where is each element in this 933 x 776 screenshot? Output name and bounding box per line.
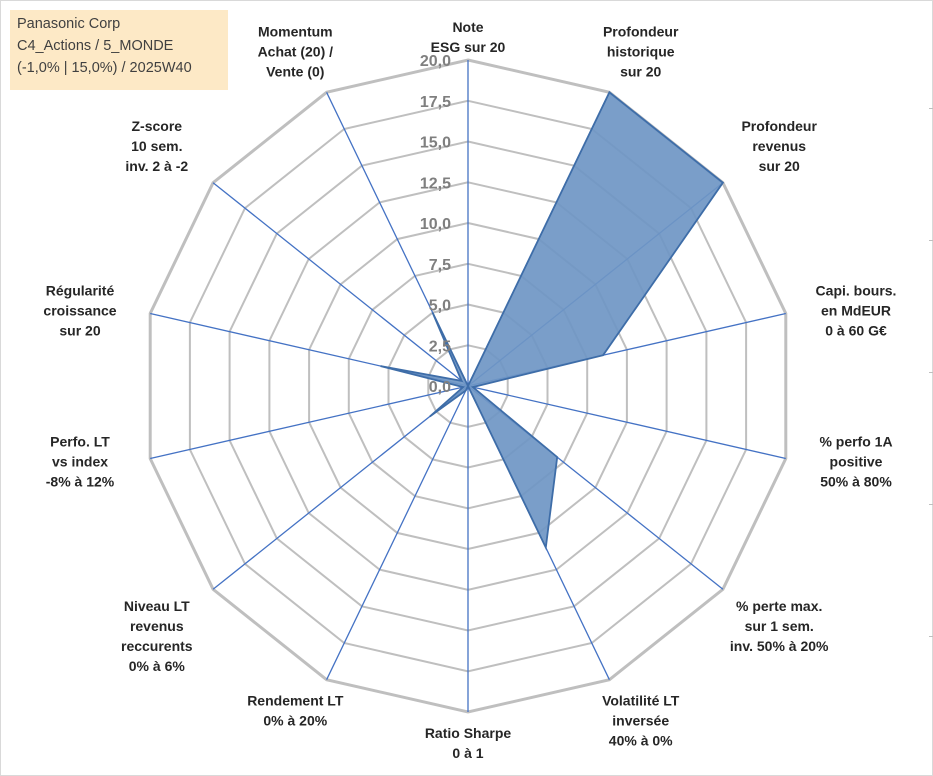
axis-label: Note ESG sur 20 (431, 19, 506, 55)
axis-label-line: 40% à 0% (609, 732, 673, 748)
axis-label: % perte max. sur 1 sem. inv. 50% à 20% (730, 598, 829, 654)
axis-label: Ratio Sharpe 0 à 1 (425, 725, 512, 761)
axis-label-line: Profondeur (603, 24, 679, 40)
axis-label: Niveau LT revenus reccurents 0% à 6% (121, 598, 193, 674)
axis-label: Z-score 10 sem. inv. 2 à -2 (125, 118, 188, 174)
tick-label: 17,5 (420, 94, 451, 111)
axis-label-line: croissance (43, 302, 116, 318)
right-edge-ticks (929, 0, 933, 776)
axis-label-line: Z-score (132, 118, 183, 134)
axis-label-line: 0 à 60 G€ (825, 322, 887, 338)
axis-spoke (326, 385, 469, 680)
axis-label-line: sur 20 (759, 158, 800, 174)
axis-label-line: Volatilité LT (602, 692, 680, 708)
axis-label: Profondeur revenus sur 20 (741, 118, 817, 174)
axis-label-line: Achat (20) / (258, 44, 334, 60)
tick-label: 5,0 (429, 298, 451, 315)
axis-label-line: Vente (0) (266, 64, 324, 80)
axis-label: Régularité croissance sur 20 (43, 282, 116, 338)
axis-label-line: 0% à 6% (129, 658, 186, 674)
axis-label-line: inv. 2 à -2 (125, 158, 188, 174)
axis-label-line: -8% à 12% (46, 474, 115, 490)
axis-label-line: Ratio Sharpe (425, 725, 512, 741)
tick-label: 0,0 (429, 379, 451, 396)
tick-label: 20,0 (420, 53, 451, 70)
axis-label: Perfo. LT vs index -8% à 12% (46, 434, 115, 490)
axis-spoke (212, 385, 469, 590)
axis-label-line: revenus (130, 618, 184, 634)
axis-label-line: Note (452, 19, 483, 35)
axis-label-line: en MdEUR (821, 302, 891, 318)
axis-label: % perfo 1A positive 50% à 80% (819, 434, 892, 490)
axis-label-line: 0% à 20% (263, 712, 327, 728)
axis-labels: Note ESG sur 20 Profondeur historique sur 20… (43, 19, 896, 761)
category-label: C4_Actions / 5_MONDE (17, 38, 174, 54)
range-week-label: (-1,0% | 15,0%) / 2025W40 (17, 60, 192, 76)
tick-label: 15,0 (420, 135, 451, 152)
axis-label: Capi. bours. en MdEUR 0 à 60 G€ (816, 282, 897, 338)
company-name: Panasonic Corp (17, 16, 121, 32)
axis-label-line: 0 à 1 (452, 745, 483, 761)
axis-label-line: sur 20 (59, 322, 100, 338)
tick-label: 2,5 (429, 338, 451, 355)
tick-label: 12,5 (420, 175, 451, 192)
axis-label-line: Perfo. LT (50, 434, 110, 450)
axis-label: Momentum Achat (20) / Vente (0) (258, 24, 334, 80)
axis-label-line: % perte max. (736, 598, 822, 614)
axis-label-line: Régularité (46, 282, 115, 298)
axis-label-line: 50% à 80% (820, 474, 892, 490)
axis-label-line: Rendement LT (247, 692, 344, 708)
axis-label-line: inv. 50% à 20% (730, 638, 829, 654)
axis-label: Volatilité LT inversée 40% à 0% (602, 692, 680, 748)
axis-label-line: 10 sem. (131, 138, 182, 154)
axis-label-line: sur 20 (620, 64, 661, 80)
radial-tick-labels: 0,0 2,5 5,0 7,5 10,0 12,5 15,0 17,5 20,0 (420, 53, 451, 396)
axis-label-line: Capi. bours. (816, 282, 897, 298)
axis-label-line: positive (830, 454, 883, 470)
axis-spoke (212, 182, 469, 387)
axis-spoke (467, 385, 786, 460)
radar-series (380, 90, 725, 551)
axis-spoke (150, 385, 469, 460)
axis-label-line: Momentum (258, 24, 333, 40)
axis-label-line: sur 1 sem. (745, 618, 814, 634)
info-box: Panasonic Corp C4_Actions / 5_MONDE (-1,… (10, 10, 228, 90)
axis-label-line: % perfo 1A (819, 434, 892, 450)
axis-label-line: ESG sur 20 (431, 39, 506, 55)
axis-label: Profondeur historique sur 20 (603, 24, 679, 80)
axis-label-line: inversée (612, 712, 669, 728)
axis-label-line: reccurents (121, 638, 193, 654)
axis-label-line: Profondeur (741, 118, 817, 134)
axis-label-line: Niveau LT (124, 598, 190, 614)
axis-label: Rendement LT 0% à 20% (247, 692, 344, 728)
axis-label-line: vs index (52, 454, 108, 470)
axis-label-line: revenus (752, 138, 806, 154)
axis-label-line: historique (607, 44, 675, 60)
tick-label: 10,0 (420, 216, 451, 233)
tick-label: 7,5 (429, 257, 451, 274)
